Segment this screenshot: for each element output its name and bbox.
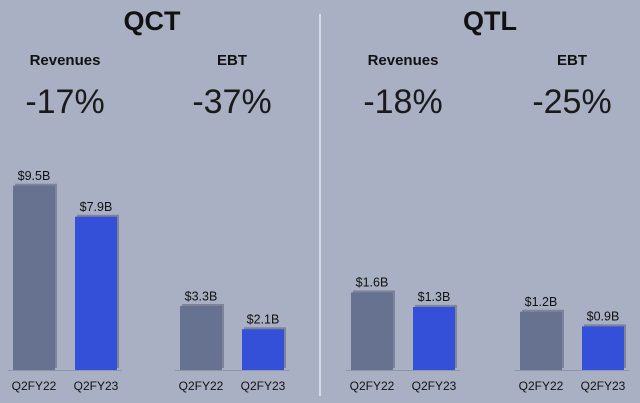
chart-title: Revenues (30, 52, 101, 69)
x-tick-label: Q2FY22 (350, 379, 395, 393)
x-tick-label: Q2FY23 (412, 379, 457, 393)
value-label: $0.9B (587, 310, 620, 324)
value-label: $7.9B (80, 200, 113, 214)
section-title: QTL (463, 6, 517, 36)
bar (180, 305, 222, 370)
change-label: -17% (25, 83, 104, 121)
value-label: $1.3B (418, 290, 451, 304)
x-tick-label: Q2FY22 (519, 379, 564, 393)
bar (520, 311, 562, 370)
x-tick-label: Q2FY23 (581, 379, 626, 393)
value-label: $2.1B (247, 313, 280, 327)
value-label: $1.2B (525, 295, 558, 309)
x-tick-label: Q2FY22 (179, 379, 224, 393)
change-label: -25% (532, 83, 611, 121)
bar (413, 306, 455, 370)
chart-title: EBT (217, 52, 247, 69)
change-label: -37% (192, 83, 271, 121)
chart-title: EBT (557, 52, 587, 69)
bar (582, 326, 624, 370)
change-label: -18% (363, 83, 442, 121)
value-label: $1.6B (356, 276, 389, 290)
chart-title: Revenues (368, 52, 439, 69)
bar (13, 185, 55, 370)
section-title: QCT (124, 6, 182, 36)
bar (242, 329, 284, 370)
bar (75, 216, 117, 370)
x-tick-label: Q2FY22 (12, 379, 57, 393)
value-label: $3.3B (185, 289, 218, 303)
bar (351, 292, 393, 370)
x-tick-label: Q2FY23 (241, 379, 286, 393)
x-tick-label: Q2FY23 (74, 379, 119, 393)
value-label: $9.5B (18, 169, 51, 183)
